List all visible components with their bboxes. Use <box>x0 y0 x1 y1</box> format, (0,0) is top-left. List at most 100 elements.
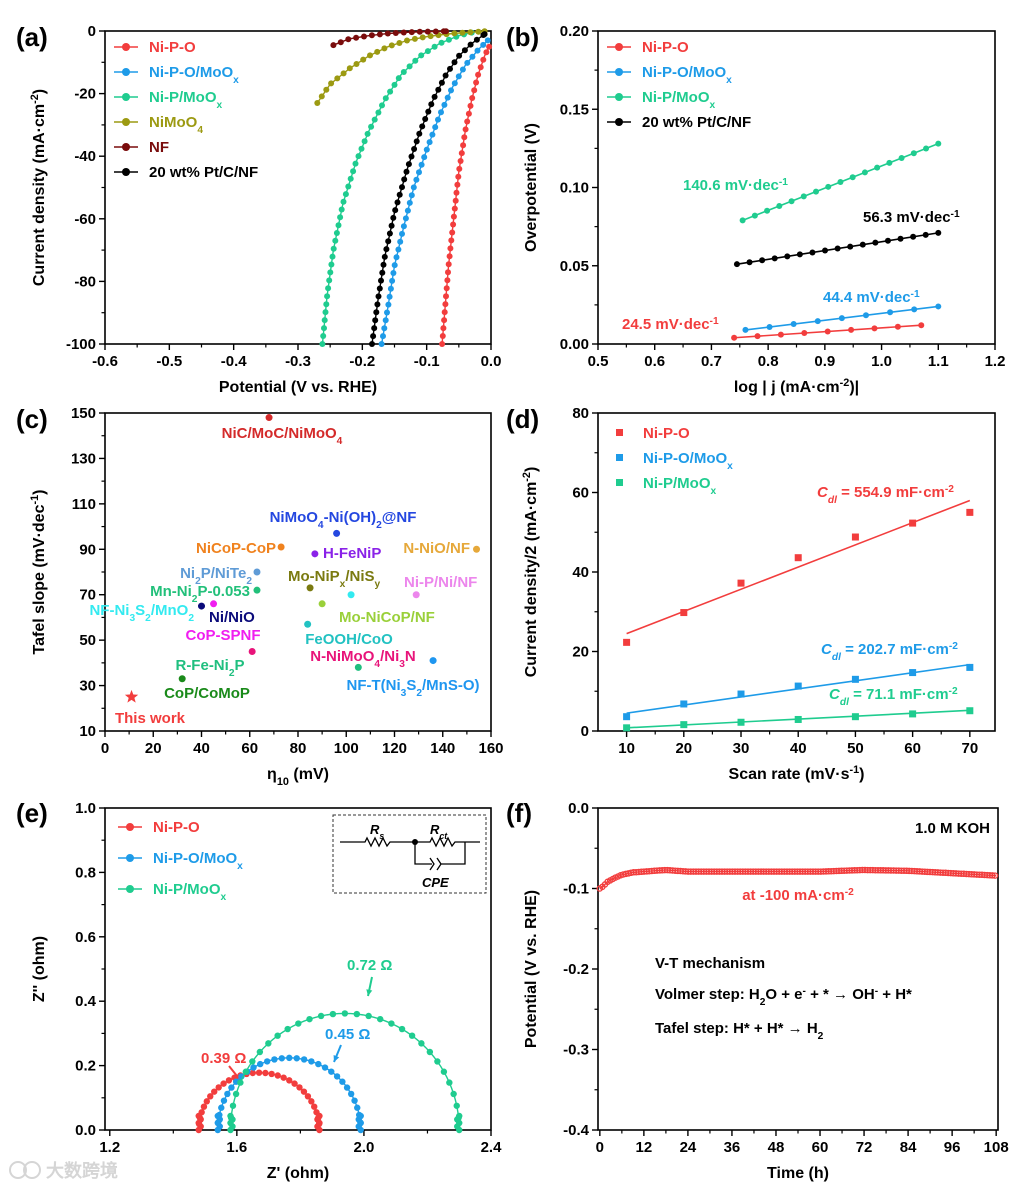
data-point <box>446 1079 453 1086</box>
data-point <box>325 285 332 292</box>
legend-marker <box>122 43 130 51</box>
inset-frame <box>332 814 487 894</box>
data-point <box>445 36 452 43</box>
legend-label: Ni-P-O/MoOx <box>643 450 733 472</box>
data-point <box>416 130 423 137</box>
data-point <box>408 1032 416 1039</box>
data-point <box>442 72 449 79</box>
x-tick-label: 72 <box>856 1139 873 1156</box>
point-label: This work <box>115 710 186 727</box>
data-point <box>440 325 447 332</box>
data-point <box>387 88 394 95</box>
x-tick-label: 96 <box>944 1139 961 1156</box>
data-point <box>225 1077 233 1084</box>
y-tick-label: 0.20 <box>560 23 589 40</box>
data-point <box>991 872 999 879</box>
data-point <box>480 41 487 48</box>
legend-marker <box>616 479 623 486</box>
x-tick-label: 0.0 <box>481 353 502 370</box>
data-point <box>794 554 802 562</box>
data-point <box>989 872 996 879</box>
data-point <box>255 1069 263 1076</box>
x-axis-label: Z' (ohm) <box>267 1165 329 1182</box>
data-point <box>788 198 795 205</box>
data-point <box>371 116 378 123</box>
y-tick-label: -0.3 <box>563 1042 589 1059</box>
legend-label: Ni-P-O <box>153 819 200 836</box>
panel-f <box>592 807 999 1136</box>
y-tick-label: 0.8 <box>75 864 96 881</box>
data-point <box>796 251 803 258</box>
data-point <box>333 1073 341 1080</box>
data-point <box>416 169 422 176</box>
data-point <box>403 168 410 175</box>
data-point <box>441 101 448 108</box>
data-point <box>306 1015 313 1023</box>
data-point <box>358 145 365 152</box>
x-tick-label: 2.4 <box>481 1139 503 1156</box>
data-point <box>314 100 321 106</box>
data-point <box>284 1025 291 1033</box>
data-point <box>408 192 415 199</box>
data-point <box>838 315 845 322</box>
x-tick-label: -0.3 <box>285 353 311 370</box>
data-point <box>966 508 974 516</box>
y-tick-label: 0.6 <box>75 929 96 946</box>
data-point <box>333 230 340 236</box>
data-point <box>435 116 441 123</box>
data-point <box>847 243 854 250</box>
data-point <box>384 309 390 316</box>
y-tick-label: 0.05 <box>560 258 589 275</box>
point-label: Mo-NiCoP/NF <box>339 609 435 626</box>
x-tick-label: 0 <box>101 740 109 757</box>
data-point <box>438 79 445 86</box>
data-point <box>382 317 389 324</box>
legend-label: Ni-P-O/MoOx <box>153 850 243 872</box>
data-point <box>451 80 458 87</box>
data-point <box>375 109 382 116</box>
data-point <box>388 1020 395 1027</box>
point-label: Mn-Ni2P-0.053 <box>150 583 250 605</box>
legend-label: NF <box>149 139 169 156</box>
data-point <box>438 39 445 46</box>
data-point <box>396 191 403 198</box>
y-tick-label: 0.10 <box>560 180 589 197</box>
data-point <box>394 199 401 206</box>
data-point <box>814 318 821 325</box>
data-point <box>392 207 399 214</box>
data-point <box>378 277 384 284</box>
panel-e <box>99 807 492 1136</box>
tafel-slope-label: 140.6 mV·dec-1 <box>683 177 788 195</box>
x-tick-label: 1.2 <box>99 1139 120 1156</box>
data-point <box>277 543 285 551</box>
data-point <box>851 533 859 541</box>
data-point <box>475 28 482 35</box>
x-axis-label: Potential (V vs. RHE) <box>219 379 377 396</box>
data-point <box>376 285 383 292</box>
data-point <box>330 42 337 49</box>
data-point <box>228 1084 235 1091</box>
data-point <box>444 94 451 101</box>
x-tick-label: 0.5 <box>588 353 609 370</box>
data-point <box>374 301 381 308</box>
cdl-label: Cdl = 202.7 mF·cm-2 <box>821 641 958 663</box>
data-point <box>469 53 476 60</box>
data-point <box>337 214 344 221</box>
data-point <box>386 230 393 237</box>
data-point <box>777 331 784 338</box>
data-point <box>441 309 448 316</box>
data-point <box>434 1058 441 1065</box>
data-point <box>475 71 482 78</box>
data-point <box>406 63 413 70</box>
data-point <box>812 188 819 195</box>
data-point <box>467 102 474 109</box>
data-point <box>459 29 466 36</box>
data-point <box>242 1068 250 1075</box>
data-point <box>291 1080 298 1087</box>
data-point <box>378 341 385 347</box>
data-point <box>300 1056 308 1063</box>
data-point <box>439 341 446 347</box>
legend-marker <box>122 143 130 151</box>
x-tick-label: 108 <box>984 1139 1009 1156</box>
data-point <box>429 657 437 665</box>
